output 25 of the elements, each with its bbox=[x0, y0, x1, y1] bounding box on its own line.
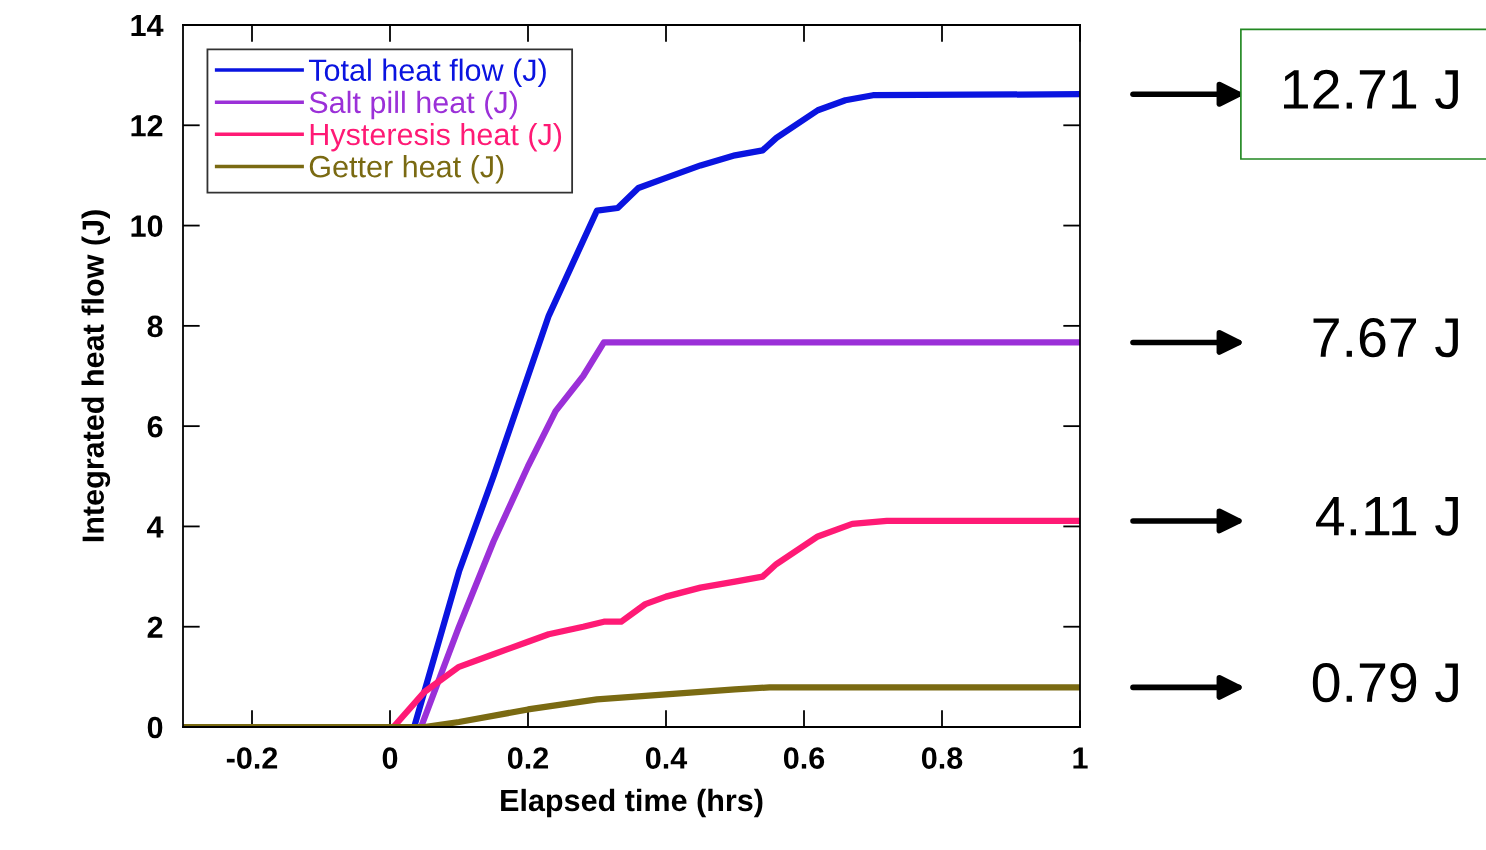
legend-label: Getter heat (J) bbox=[309, 155, 504, 184]
text: 0.79 J bbox=[1312, 662, 1458, 703]
legend-label: Total heat flow (J) bbox=[308, 58, 546, 88]
y-tick-label: 2 bbox=[147, 616, 163, 638]
x-tick-label: 0.2 bbox=[507, 747, 549, 769]
legend-label: Hysteresis heat (J) bbox=[310, 122, 562, 152]
x-tick-label: 0.6 bbox=[783, 747, 825, 769]
text: 7.67 J bbox=[1313, 317, 1458, 358]
text: 12.71 J bbox=[1284, 69, 1458, 110]
y-tick-label: 4 bbox=[147, 516, 164, 538]
x-tick-label: 1 bbox=[1073, 747, 1088, 769]
x-tick-label: 0 bbox=[382, 747, 398, 769]
y-tick-label: 6 bbox=[147, 415, 163, 438]
y-tick-label: 8 bbox=[147, 315, 163, 338]
x-tick-label: -0.2 bbox=[226, 747, 278, 769]
x-tick-label: 0.8 bbox=[921, 747, 963, 769]
text: 4.11 J bbox=[1316, 497, 1458, 536]
y-tick-label: 12 bbox=[131, 115, 163, 137]
x-tick-label: 0.4 bbox=[645, 747, 688, 769]
legend-label: Salt pill heat (J) bbox=[309, 90, 517, 120]
y-tick-label: 10 bbox=[131, 215, 163, 237]
y-axis-title: Integrated heat flow (J) bbox=[81, 210, 111, 542]
y-tick-label: 14 bbox=[131, 15, 164, 37]
y-tick-label: 0 bbox=[147, 716, 163, 739]
x-axis-title: Elapsed time (hrs) bbox=[501, 788, 763, 818]
